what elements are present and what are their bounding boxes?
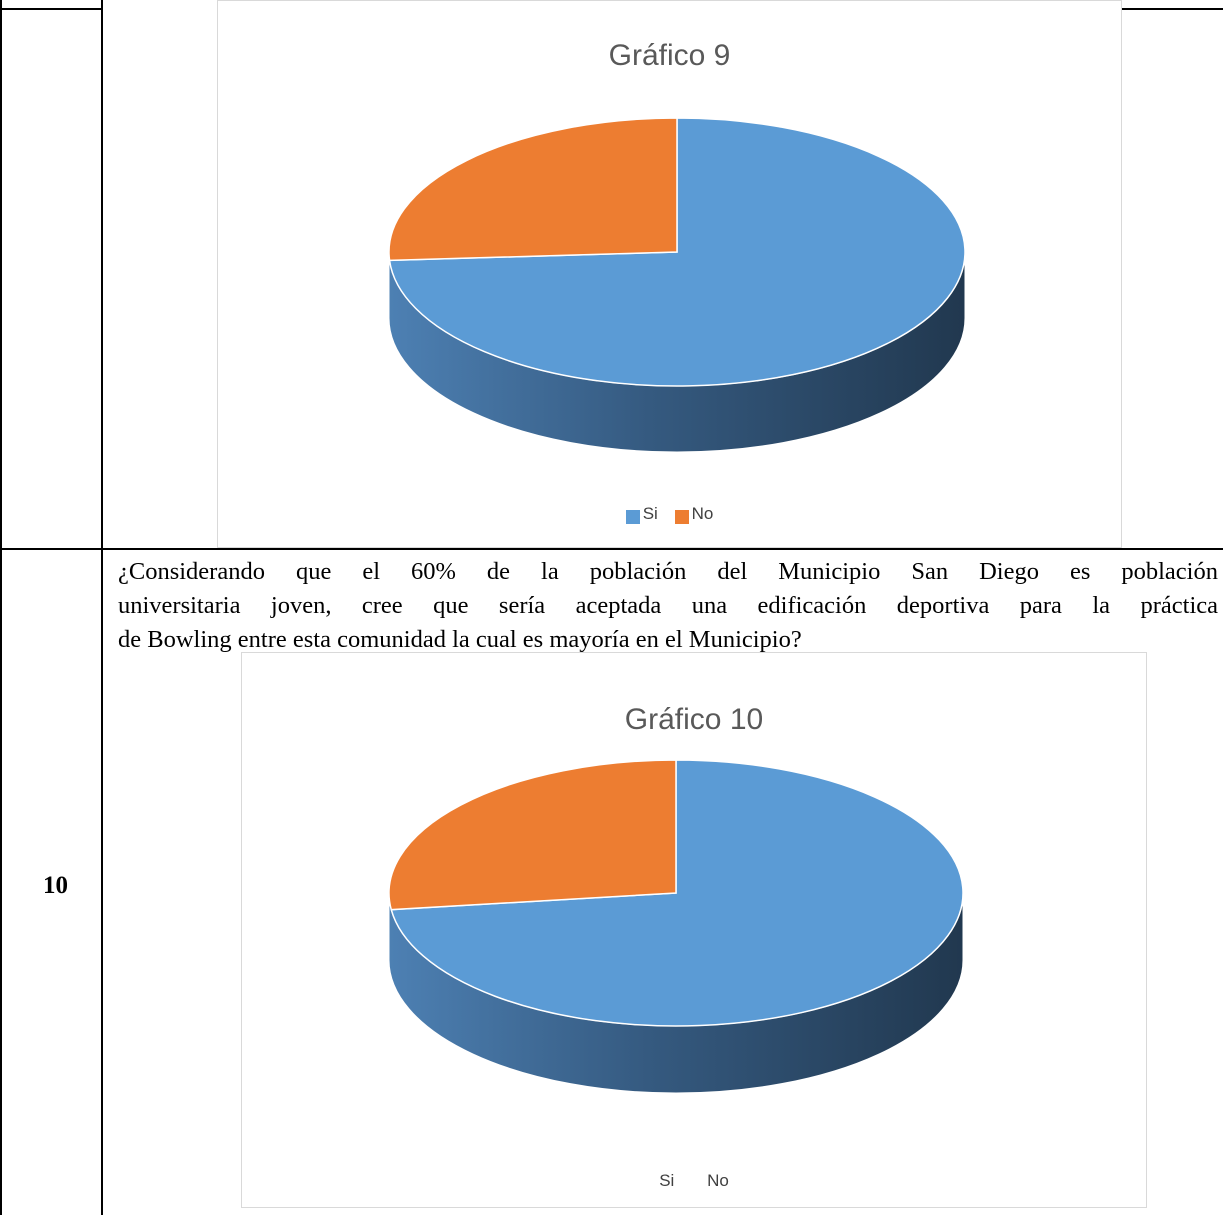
pie-slice-si <box>390 759 964 1027</box>
question-line-2: universitaria joven, cree que sería acep… <box>118 592 1218 619</box>
legend-item-no: No <box>674 504 714 524</box>
legend-swatch-no <box>674 510 689 524</box>
question-line-1: ¿Considerando que el 60% de la población… <box>118 558 1218 585</box>
chart-9-frame: Gráfico 9 Si No <box>217 0 1122 548</box>
chart-9-title: Gráfico 9 <box>608 39 731 72</box>
pie-slice-no <box>388 759 677 911</box>
legend-label-si: Si <box>642 504 658 523</box>
question-text: ¿Considerando que el 60% de la población… <box>118 555 1218 657</box>
table-top-border-left <box>0 8 103 10</box>
question-line-3: de Bowling entre esta comunidad la cual … <box>118 626 802 653</box>
legend-item-si: Si <box>659 1171 674 1191</box>
table-left-border <box>0 0 2 1215</box>
chart-9-legend: Si No <box>218 504 1121 529</box>
pie-slice-no <box>388 117 678 262</box>
table-row-divider <box>0 548 1223 550</box>
legend-label-no: No <box>691 504 714 523</box>
chart-10-frame: Gráfico 10 Si No <box>241 652 1147 1208</box>
chart-10-legend: Si No <box>242 1171 1146 1191</box>
legend-item-si: Si <box>625 504 658 524</box>
table-top-border-right <box>1121 8 1223 10</box>
row-number: 10 <box>43 872 68 899</box>
chart-10-title: Gráfico 10 <box>624 703 764 736</box>
chart-10-pie <box>388 759 964 1094</box>
chart-9-pie <box>388 117 966 453</box>
legend-swatch-si <box>625 510 640 524</box>
legend-label-si: Si <box>659 1171 675 1190</box>
legend-label-no: No <box>707 1171 729 1190</box>
legend-item-no: No <box>707 1171 729 1191</box>
table-column-divider <box>101 0 103 1215</box>
